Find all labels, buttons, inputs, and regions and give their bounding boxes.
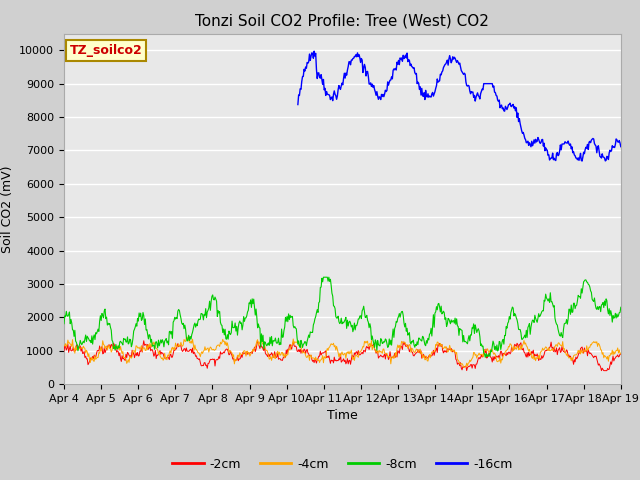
- Title: Tonzi Soil CO2 Profile: Tree (West) CO2: Tonzi Soil CO2 Profile: Tree (West) CO2: [195, 13, 490, 28]
- Legend: -2cm, -4cm, -8cm, -16cm: -2cm, -4cm, -8cm, -16cm: [167, 453, 518, 476]
- Y-axis label: Soil CO2 (mV): Soil CO2 (mV): [1, 165, 13, 252]
- X-axis label: Time: Time: [327, 409, 358, 422]
- Text: TZ_soilco2: TZ_soilco2: [70, 44, 142, 57]
